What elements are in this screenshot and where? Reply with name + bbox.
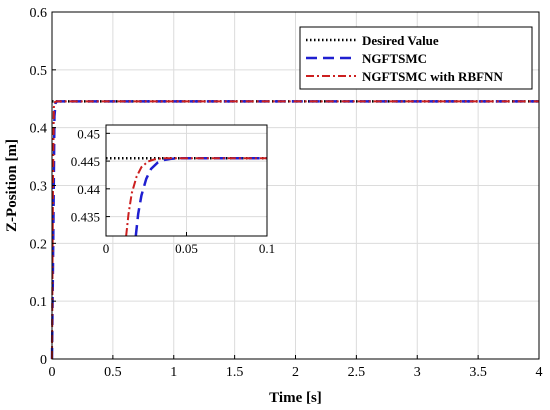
main-x-tick-labels: 0 0.5 1 1.5 2 2.5 3 3.5 4 <box>49 365 543 380</box>
inset-ticks <box>105 132 268 236</box>
legend-label-ngftsmc: NGFTSMC <box>362 51 427 66</box>
legend-box <box>299 26 533 90</box>
main-series-ngftsmc-with-rbfnn <box>51 100 539 360</box>
main-y-tick-label: 0.2 <box>30 237 48 252</box>
inset-x-tick-labels: 0 0.05 0.1 <box>103 241 275 256</box>
inset-x-tick-label: 0 <box>103 241 110 256</box>
main-x-tick-label: 0 <box>49 365 56 380</box>
main-ticks <box>51 11 540 360</box>
main-x-tick-label: 3 <box>414 365 421 380</box>
inset-series-ngftsmc-with-rbfnn <box>125 157 267 236</box>
inset-x-tick-label: 0.05 <box>175 241 198 256</box>
y-axis-label: Z-Position [m] <box>4 139 20 232</box>
main-y-tick-label: 0.5 <box>30 64 48 79</box>
main-x-tick-label: 3.5 <box>469 365 487 380</box>
inset-y-tick-label: 0.445 <box>71 154 100 169</box>
main-y-tick-label: 0.1 <box>30 295 48 310</box>
inset-y-tick-label: 0.435 <box>71 210 100 225</box>
inset-x-tick-label: 0.1 <box>259 241 275 256</box>
x-axis-label: Time [s] <box>269 390 322 406</box>
inset-y-tick-label: 0.45 <box>77 126 100 141</box>
main-y-tick-label: 0 <box>40 353 47 368</box>
main-series <box>50 100 539 360</box>
inset-y-tick-labels: 0.435 0.44 0.445 0.45 <box>71 126 101 224</box>
main-y-tick-label: 0.3 <box>30 180 48 195</box>
main-x-tick-label: 0.5 <box>104 365 122 380</box>
main-x-tick-label: 1 <box>170 365 177 380</box>
legend-label-rbfnn: NGFTSMC with RBFNN <box>362 69 503 84</box>
inset-series-ngftsmc <box>134 157 267 236</box>
main-x-tick-label: 2 <box>292 365 299 380</box>
inset-zoom: 0 0.05 0.1 0.435 0.44 0.445 0.45 <box>71 124 275 256</box>
inset-series <box>106 157 267 236</box>
main-x-tick-label: 4 <box>536 365 543 380</box>
legend-label-desired: Desired Value <box>362 33 439 48</box>
inset-y-tick-label: 0.44 <box>77 182 100 197</box>
main-y-tick-label: 0.4 <box>30 122 48 137</box>
main-y-tick-labels: 0 0.1 0.2 0.3 0.4 0.5 0.6 <box>30 6 48 368</box>
main-x-tick-label: 1.5 <box>226 365 244 380</box>
main-y-tick-label: 0.6 <box>30 6 48 21</box>
legend: Desired Value NGFTSMC NGFTSMC with RBFNN <box>299 26 533 90</box>
main-x-tick-label: 2.5 <box>348 365 366 380</box>
